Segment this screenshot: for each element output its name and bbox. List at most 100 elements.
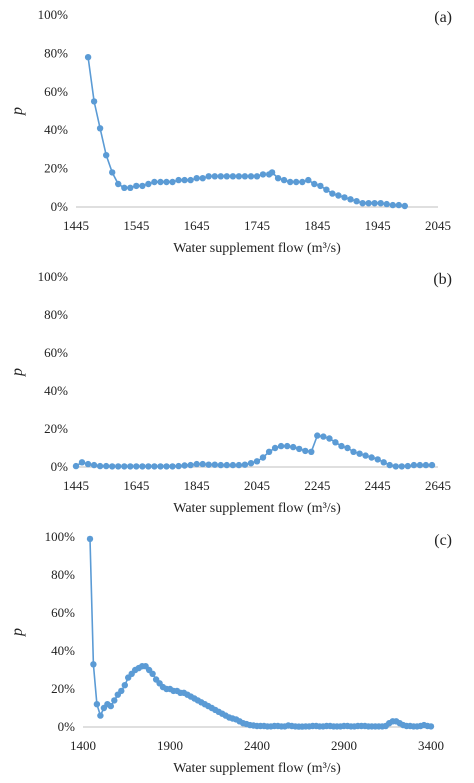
data-point bbox=[107, 702, 115, 710]
data-point bbox=[377, 200, 384, 207]
panel-label: (c) bbox=[434, 532, 452, 549]
data-point bbox=[175, 176, 182, 184]
data-point bbox=[151, 463, 158, 470]
data-point bbox=[181, 462, 188, 469]
data-point bbox=[115, 180, 122, 188]
data-point bbox=[259, 454, 267, 461]
data-point bbox=[422, 461, 430, 469]
x-axis-label: Water supplement flow (m³/s) bbox=[173, 501, 341, 516]
data-point bbox=[181, 176, 188, 184]
x-tick-label: 1645 bbox=[123, 478, 149, 493]
data-point bbox=[217, 173, 224, 180]
data-point bbox=[115, 463, 122, 470]
data-point bbox=[350, 448, 357, 455]
data-point bbox=[247, 173, 255, 180]
data-point bbox=[247, 460, 255, 467]
data-point bbox=[274, 175, 282, 182]
data-point bbox=[259, 171, 267, 178]
data-point bbox=[169, 178, 176, 186]
data-point bbox=[365, 200, 372, 207]
data-point bbox=[368, 454, 375, 461]
data-point bbox=[253, 173, 261, 180]
data-point bbox=[90, 98, 98, 105]
y-tick-label: 40% bbox=[44, 383, 68, 398]
data-point bbox=[398, 463, 405, 470]
x-tick-label: 2045 bbox=[244, 478, 270, 493]
x-tick-label: 1845 bbox=[184, 478, 210, 493]
data-point bbox=[145, 463, 152, 470]
data-point bbox=[320, 433, 327, 440]
data-point bbox=[229, 461, 237, 469]
x-tick-label: 1900 bbox=[157, 738, 183, 753]
data-point bbox=[341, 194, 348, 201]
y-tick-label: 20% bbox=[51, 681, 75, 696]
x-tick-label: 2245 bbox=[304, 478, 330, 493]
y-tick-label: 0% bbox=[51, 199, 69, 214]
y-tick-label: 40% bbox=[51, 643, 75, 658]
data-point bbox=[401, 202, 408, 210]
data-point bbox=[235, 461, 243, 469]
data-point bbox=[121, 682, 128, 689]
x-tick-label: 1400 bbox=[70, 738, 96, 753]
data-point bbox=[416, 461, 424, 469]
chart-panel-1: 0% 20% 40% 60% 80% 100% 1445 1545 1645 1745 1845 19… bbox=[9, 7, 452, 256]
x-tick-label: 1445 bbox=[63, 478, 89, 493]
data-point bbox=[72, 462, 80, 470]
data-point bbox=[380, 459, 387, 466]
x-tick-label: 3400 bbox=[418, 738, 444, 753]
data-point bbox=[205, 461, 212, 468]
data-point bbox=[293, 178, 300, 186]
data-point bbox=[169, 463, 176, 470]
data-point bbox=[133, 182, 140, 190]
data-point bbox=[427, 723, 435, 730]
data-point bbox=[229, 173, 237, 180]
data-point bbox=[271, 444, 279, 452]
data-point bbox=[187, 461, 194, 469]
x-axis-label: Water supplement flow (m³/s) bbox=[173, 761, 341, 776]
x-tick-label: 1645 bbox=[184, 218, 210, 233]
y-tick-label: 0% bbox=[58, 719, 76, 734]
data-point bbox=[109, 463, 116, 470]
data-point bbox=[299, 178, 306, 186]
data-point bbox=[386, 461, 393, 469]
panel-label: (a) bbox=[434, 9, 452, 26]
data-point bbox=[86, 535, 94, 543]
data-point bbox=[265, 448, 273, 455]
y-tick-label: 80% bbox=[51, 567, 75, 582]
data-point bbox=[223, 173, 230, 180]
data-point bbox=[97, 712, 104, 719]
data-point bbox=[103, 462, 110, 470]
data-point bbox=[90, 461, 98, 469]
data-point bbox=[93, 701, 101, 708]
data-point bbox=[78, 459, 86, 466]
data-point bbox=[326, 435, 333, 442]
data-point bbox=[121, 184, 128, 191]
data-point bbox=[311, 180, 318, 188]
y-tick-label: 80% bbox=[44, 45, 68, 60]
data-point bbox=[359, 200, 366, 207]
data-point bbox=[338, 442, 345, 450]
data-point bbox=[314, 432, 321, 439]
y-tick-label: 100% bbox=[38, 269, 69, 284]
data-point bbox=[193, 460, 200, 468]
data-point bbox=[410, 461, 418, 469]
data-point bbox=[317, 182, 324, 190]
data-point bbox=[290, 443, 297, 451]
data-point bbox=[175, 462, 182, 470]
data-point bbox=[335, 192, 342, 199]
data-point bbox=[109, 169, 116, 176]
data-point bbox=[308, 448, 315, 455]
data-point bbox=[96, 462, 104, 470]
data-point bbox=[305, 176, 312, 184]
y-tick-label: 40% bbox=[44, 122, 68, 137]
data-point bbox=[302, 447, 309, 455]
x-tick-label: 1945 bbox=[365, 218, 391, 233]
x-tick-label: 2445 bbox=[365, 478, 391, 493]
data-point bbox=[103, 152, 110, 159]
chart-panel-2: 0% 20% 40% 60% 80% 100% 1445 1645 1845 2045 2245 24… bbox=[9, 269, 452, 516]
data-point bbox=[277, 442, 285, 450]
y-axis-label: p bbox=[9, 628, 26, 637]
data-point bbox=[205, 173, 212, 180]
x-tick-label: 2400 bbox=[244, 738, 270, 753]
